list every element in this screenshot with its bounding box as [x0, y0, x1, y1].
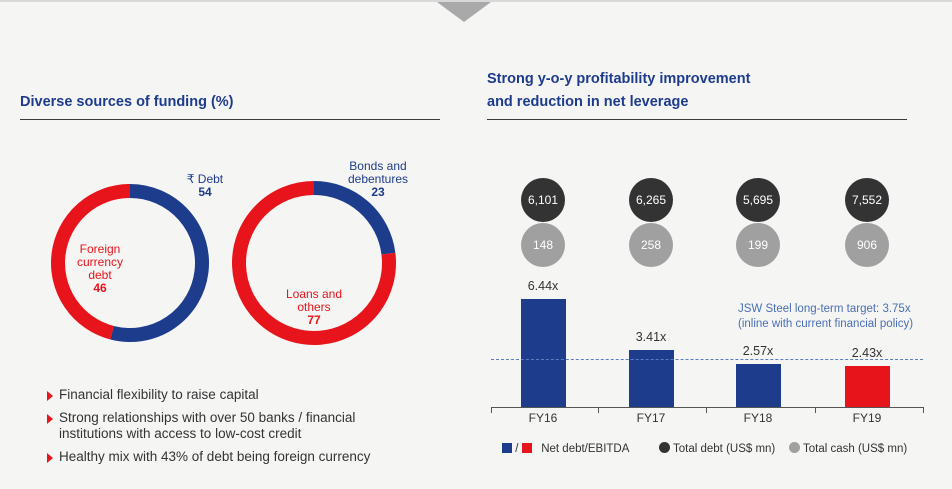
total-cash-circle: 199 — [736, 223, 780, 267]
bar-value-label: 6.44x — [527, 279, 559, 293]
legend-total-debt-label: Total debt (US$ mn) — [673, 443, 776, 455]
leverage-title-line1: Strong y-o-y profitability improvement — [487, 71, 751, 87]
target-annotation-line1: JSW Steel long-term target: 3.75x — [738, 303, 911, 315]
donut2-slice-bonds-and-debentures — [313, 181, 396, 255]
donut1-value-rupee: 54 — [198, 185, 212, 199]
donut1-slice-debt — [110, 184, 209, 342]
bar-value-label: 2.57x — [742, 343, 774, 358]
legend-total-cash: Total cash (US$ mn) — [789, 442, 907, 456]
donut2-value-loans: 77 — [307, 313, 321, 327]
donut2-label-loans: Loans and others 77 — [274, 288, 354, 327]
bar-net-debt-ebitda — [736, 363, 781, 407]
legend-total-debt: Total debt (US$ mn) — [659, 442, 775, 456]
funding-title-rule — [20, 119, 440, 120]
donut1-label-foreign-line1: Foreign — [79, 242, 121, 256]
bar-net-debt-ebitda — [521, 299, 566, 407]
donut1-label-rupee: ₹ Debt 54 — [170, 173, 240, 199]
donut1-value-foreign: 46 — [93, 281, 107, 295]
donut2-label-loans-line1: Loans and — [285, 287, 343, 301]
legend-red-swatch-icon — [521, 443, 532, 453]
bullet-item: Financial flexibility to raise capital — [47, 387, 447, 403]
total-cash-circle: 258 — [629, 223, 673, 267]
bullet-arrow-icon — [47, 414, 53, 424]
legend-separator: / — [515, 443, 519, 455]
total-debt-circle: 6,265 — [629, 178, 673, 222]
donut1-label-foreign: Foreign currency debt 46 — [60, 243, 140, 295]
total-debt-circle: 6,101 — [521, 178, 565, 222]
legend-grey-dot-icon — [789, 442, 800, 453]
legend-blue-swatch-icon — [502, 443, 512, 453]
bullet-item: Healthy mix with 43% of debt being forei… — [47, 449, 447, 465]
legend-dark-dot-icon — [659, 442, 670, 453]
donut1-slice-foreign-currency-debt — [51, 184, 131, 340]
target-dashed-line — [491, 359, 923, 360]
donut2-label-bonds: Bonds and debentures 23 — [338, 160, 418, 199]
x-axis-tick — [923, 407, 924, 413]
target-annotation-line2: (inline with current financial policy) — [738, 318, 914, 330]
bullet-arrow-icon — [47, 391, 53, 401]
bullet-text: Financial flexibility to raise capital — [59, 387, 259, 402]
total-cash-circle: 906 — [845, 223, 889, 267]
bar-net-debt-ebitda — [845, 366, 890, 407]
bullet-text: Strong relationships with over 50 banks … — [59, 410, 356, 441]
leverage-title-rule — [487, 119, 907, 120]
donut-rupee-vs-foreign — [51, 184, 209, 342]
funding-title: Diverse sources of funding (%) — [20, 94, 234, 110]
bullet-list: Financial flexibility to raise capital S… — [47, 387, 447, 472]
bullet-arrow-icon — [47, 453, 53, 463]
x-axis-tick — [598, 407, 599, 413]
x-axis — [491, 407, 924, 408]
x-tick-label: FY18 — [743, 411, 773, 425]
x-tick-label: FY16 — [528, 411, 558, 425]
top-notch-icon — [437, 2, 491, 22]
donut2-slice-loans-and-others — [232, 181, 396, 345]
donut-bonds-vs-loans — [232, 181, 396, 345]
donut2-label-loans-line2: others — [297, 300, 331, 314]
legend-total-cash-label: Total cash (US$ mn) — [803, 443, 908, 455]
top-border — [0, 0, 952, 2]
leverage-title: Strong y-o-y profitability improvement a… — [487, 68, 750, 114]
x-tick-label: FY17 — [636, 411, 666, 425]
funding-donuts — [51, 181, 396, 345]
donut1-label-foreign-line3: debt — [88, 268, 112, 282]
bullet-text: Healthy mix with 43% of debt being forei… — [59, 449, 371, 464]
x-axis-tick — [706, 407, 707, 413]
legend-net-debt: / Net debt/EBITDA — [502, 442, 629, 456]
total-debt-circle: 7,552 — [845, 178, 889, 222]
x-axis-tick — [815, 407, 816, 413]
x-tick-label: FY19 — [852, 411, 882, 425]
donut2-label-bonds-line1: Bonds and — [349, 159, 407, 173]
x-axis-tick — [491, 407, 492, 413]
target-annotation: JSW Steel long-term target: 3.75x (inlin… — [738, 302, 913, 332]
donut2-label-bonds-line2: debentures — [347, 172, 409, 186]
donut1-label-foreign-line2: currency — [76, 255, 123, 269]
bar-value-label: 2.43x — [851, 346, 883, 361]
donut1-label-rupee-name: ₹ Debt — [186, 172, 224, 186]
leverage-title-line2: and reduction in net leverage — [487, 94, 689, 110]
total-cash-circle: 148 — [521, 223, 565, 267]
donut2-value-bonds: 23 — [371, 185, 385, 199]
total-debt-circle: 5,695 — [736, 178, 780, 222]
legend-net-debt-label: Net debt/EBITDA — [541, 443, 630, 455]
bullet-item: Strong relationships with over 50 banks … — [47, 410, 399, 442]
bar-value-label: 3.41x — [635, 329, 667, 344]
